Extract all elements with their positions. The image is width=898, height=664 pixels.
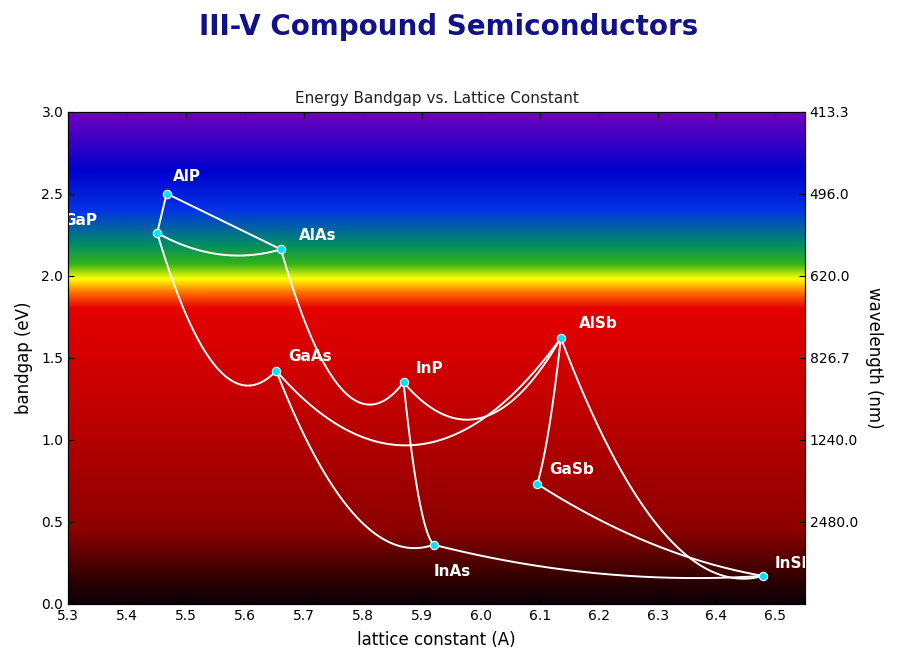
Text: AlP: AlP xyxy=(172,169,200,184)
Text: GaAs: GaAs xyxy=(288,349,331,365)
X-axis label: lattice constant (A): lattice constant (A) xyxy=(357,631,515,649)
Text: GaP: GaP xyxy=(63,213,97,228)
Text: III-V Compound Semiconductors: III-V Compound Semiconductors xyxy=(199,13,699,41)
Title: Energy Bandgap vs. Lattice Constant: Energy Bandgap vs. Lattice Constant xyxy=(295,91,578,106)
Text: InAs: InAs xyxy=(434,564,471,580)
Text: GaSb: GaSb xyxy=(549,462,594,477)
Y-axis label: wavelength (nm): wavelength (nm) xyxy=(865,287,883,428)
Text: AlSb: AlSb xyxy=(578,317,617,331)
Text: InSb: InSb xyxy=(775,556,814,571)
Y-axis label: bandgap (eV): bandgap (eV) xyxy=(15,301,33,414)
Text: InP: InP xyxy=(415,361,443,376)
Text: AlAs: AlAs xyxy=(299,228,336,243)
